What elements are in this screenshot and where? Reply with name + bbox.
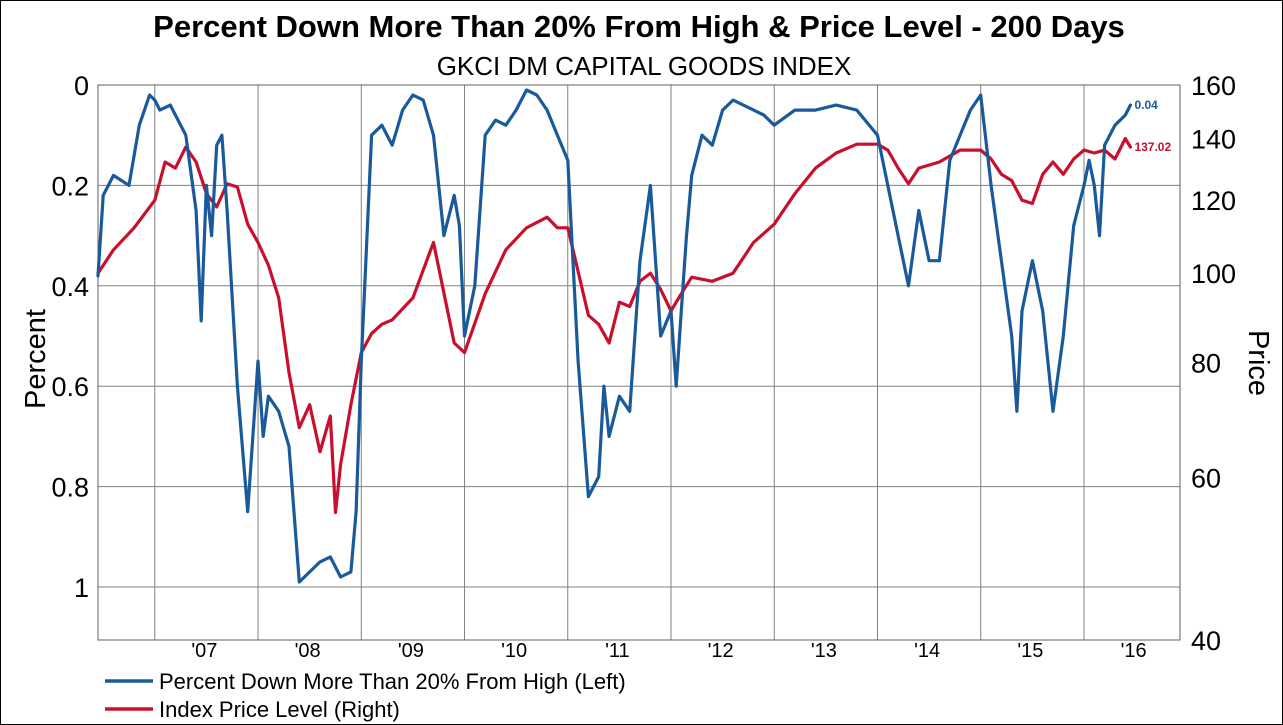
left-axis-ticks: 0 0.2 0.4 0.6 0.8 1: [51, 71, 89, 603]
x-tick-label: '09: [398, 640, 424, 662]
x-tick-label: '11: [605, 640, 630, 662]
left-tick-label: 0.8: [51, 473, 89, 503]
left-axis-title: Percent: [20, 309, 52, 409]
x-axis-ticks: '07 '08 '09 '10 '11 '12 '13 '14 '15 '16: [191, 640, 1146, 662]
x-tick-label: '14: [914, 640, 940, 662]
plot-area-border: [97, 84, 1181, 641]
series-layer: 137.02 0.04: [96, 88, 1171, 584]
left-tick-label: 1: [74, 573, 89, 603]
legend-label-price: Index Price Level (Right): [159, 697, 400, 722]
chart-title: Percent Down More Than 20% From High & P…: [153, 9, 1125, 44]
legend-label-percent: Percent Down More Than 20% From High (Le…: [159, 669, 626, 694]
right-tick-label: 40: [1191, 626, 1221, 656]
x-tick-label: '12: [708, 640, 734, 662]
right-tick-label: 140: [1191, 124, 1236, 154]
x-tick-label: '16: [1121, 640, 1147, 662]
right-tick-label: 60: [1191, 464, 1221, 494]
x-tick-label: '10: [501, 640, 527, 662]
legend: Percent Down More Than 20% From High (Le…: [105, 669, 626, 722]
left-tick-label: 0.6: [51, 372, 89, 402]
chart-subtitle: GKCI DM CAPITAL GOODS INDEX: [437, 51, 852, 81]
right-tick-label: 120: [1191, 186, 1236, 216]
series-line-percent: [96, 88, 1133, 584]
x-tick-label: '08: [295, 640, 321, 662]
left-tick-label: 0.2: [51, 171, 89, 201]
right-axis-title: Price: [1242, 330, 1274, 396]
series-line-price: [96, 136, 1133, 515]
end-label-price: 137.02: [1134, 140, 1171, 154]
end-label-percent: 0.04: [1134, 98, 1158, 112]
gridlines: [98, 84, 1180, 640]
right-tick-label: 160: [1191, 71, 1236, 101]
x-tick-label: '13: [811, 640, 837, 662]
x-tick-label: '15: [1017, 640, 1043, 662]
x-tick-label: '07: [191, 640, 217, 662]
right-tick-label: 80: [1191, 349, 1221, 379]
right-tick-label: 100: [1191, 259, 1236, 289]
left-tick-label: 0: [74, 71, 89, 101]
left-tick-label: 0.4: [51, 272, 89, 302]
right-axis-ticks: 160 140 120 100 80 60 40: [1191, 71, 1236, 656]
